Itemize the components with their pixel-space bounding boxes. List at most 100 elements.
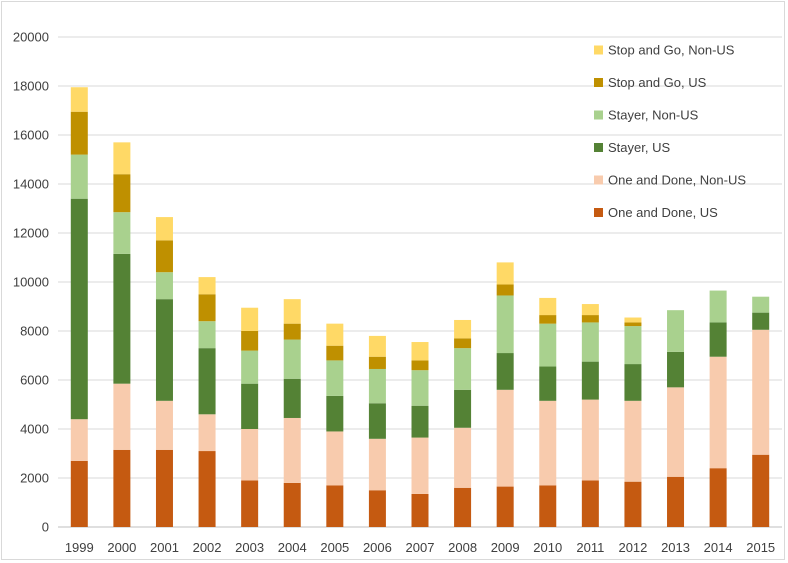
bar-segment <box>539 323 557 367</box>
bar-segment <box>454 389 472 428</box>
bar-segment <box>496 486 514 527</box>
bar-segment <box>241 350 259 384</box>
bar-segment <box>368 490 386 527</box>
bar-segment <box>624 481 642 527</box>
bar-segment <box>241 331 259 351</box>
bar-segment <box>198 451 216 527</box>
bar-segment <box>326 485 344 527</box>
bar-segment <box>581 315 599 323</box>
x-tick-label: 2014 <box>704 540 733 555</box>
bar-segment <box>624 364 642 401</box>
bar-segment <box>155 240 173 273</box>
bar-segment <box>241 429 259 481</box>
y-tick-label: 14000 <box>13 177 49 192</box>
x-tick-label: 2013 <box>661 540 690 555</box>
bar-segment <box>539 485 557 527</box>
legend-swatch <box>594 45 603 55</box>
legend-label: One and Done, US <box>608 205 718 220</box>
bar-segment <box>624 322 642 327</box>
bar-segment <box>709 290 727 323</box>
bar-segment <box>198 294 216 322</box>
bar-segment <box>155 217 173 241</box>
bar-segment <box>667 351 685 388</box>
bar-segment <box>326 395 344 432</box>
x-tick-label: 2001 <box>150 540 179 555</box>
x-tick-label: 2010 <box>533 540 562 555</box>
bar-segment <box>113 383 131 450</box>
y-tick-label: 6000 <box>20 373 49 388</box>
bar-segment <box>496 353 514 390</box>
bar-segment <box>496 284 514 296</box>
bar-segment <box>70 87 88 112</box>
bar-segment <box>581 399 599 481</box>
bar-segment <box>411 342 429 361</box>
bar-segment <box>581 361 599 400</box>
bar-segment <box>411 493 429 527</box>
legend-swatch <box>594 175 603 185</box>
y-tick-label: 2000 <box>20 471 49 486</box>
bar-segment <box>454 487 472 527</box>
bar-segment <box>70 111 88 155</box>
bar-segment <box>539 297 557 316</box>
bar-segment <box>411 360 429 371</box>
bar-segment <box>496 389 514 487</box>
bar-segment <box>752 454 770 527</box>
bar-segment <box>198 321 216 349</box>
bar-segment <box>155 299 173 401</box>
bar-segment <box>113 142 131 175</box>
legend-label: Stop and Go, Non-US <box>608 43 735 58</box>
bar-segment <box>70 460 88 527</box>
bar-segment <box>709 356 727 469</box>
x-tick-label: 2009 <box>491 540 520 555</box>
bar-segment <box>113 253 131 384</box>
x-tick-label: 2011 <box>576 540 604 555</box>
bar-segment <box>198 277 216 295</box>
bar-segment <box>496 262 514 285</box>
bar-segment <box>283 378 301 418</box>
y-axis: 0 2000 4000 6000 8000 10000 12000 14000 16000 180… <box>13 30 49 535</box>
bar-segment <box>496 295 514 354</box>
bar-segment <box>581 322 599 362</box>
bar-segment <box>241 383 259 429</box>
bar-segment <box>326 323 344 346</box>
y-tick-label: 16000 <box>13 128 49 143</box>
bar-segment <box>368 368 386 404</box>
bar-segment <box>709 468 727 527</box>
x-tick-label: 2002 <box>193 540 222 555</box>
bar-segment <box>624 317 642 323</box>
bar-segment <box>539 400 557 486</box>
bar-segment <box>70 154 88 199</box>
bar-segment <box>752 329 770 455</box>
legend-label: One and Done, Non-US <box>608 173 746 188</box>
bar-segment <box>411 405 429 438</box>
bar-segment <box>113 212 131 254</box>
bar-segment <box>581 304 599 316</box>
bar-segment <box>539 315 557 324</box>
x-tick-label: 2015 <box>746 540 775 555</box>
bar-segment <box>752 296 770 313</box>
bar-segment <box>752 312 770 330</box>
bar-segment <box>113 449 131 527</box>
bar-segment <box>368 438 386 491</box>
bar-segment <box>624 326 642 365</box>
x-tick-label: 2000 <box>107 540 136 555</box>
y-tick-label: 0 <box>42 520 49 535</box>
y-tick-label: 12000 <box>13 226 49 241</box>
bar-segment <box>454 319 472 339</box>
bar-segment <box>368 403 386 439</box>
bar-segment <box>667 476 685 527</box>
y-tick-label: 20000 <box>13 30 49 45</box>
x-tick-label: 2003 <box>235 540 264 555</box>
x-tick-label: 2005 <box>320 540 349 555</box>
bar-segment <box>709 322 727 357</box>
x-tick-label: 2008 <box>448 540 477 555</box>
bar-segment <box>155 400 173 450</box>
x-tick-label: 2004 <box>278 540 307 555</box>
bar-segment <box>70 198 88 420</box>
bar-segment <box>283 482 301 527</box>
bar-segment <box>241 480 259 527</box>
bar-segment <box>368 335 386 357</box>
bar-segment <box>667 310 685 352</box>
x-tick-label: 2012 <box>618 540 647 555</box>
